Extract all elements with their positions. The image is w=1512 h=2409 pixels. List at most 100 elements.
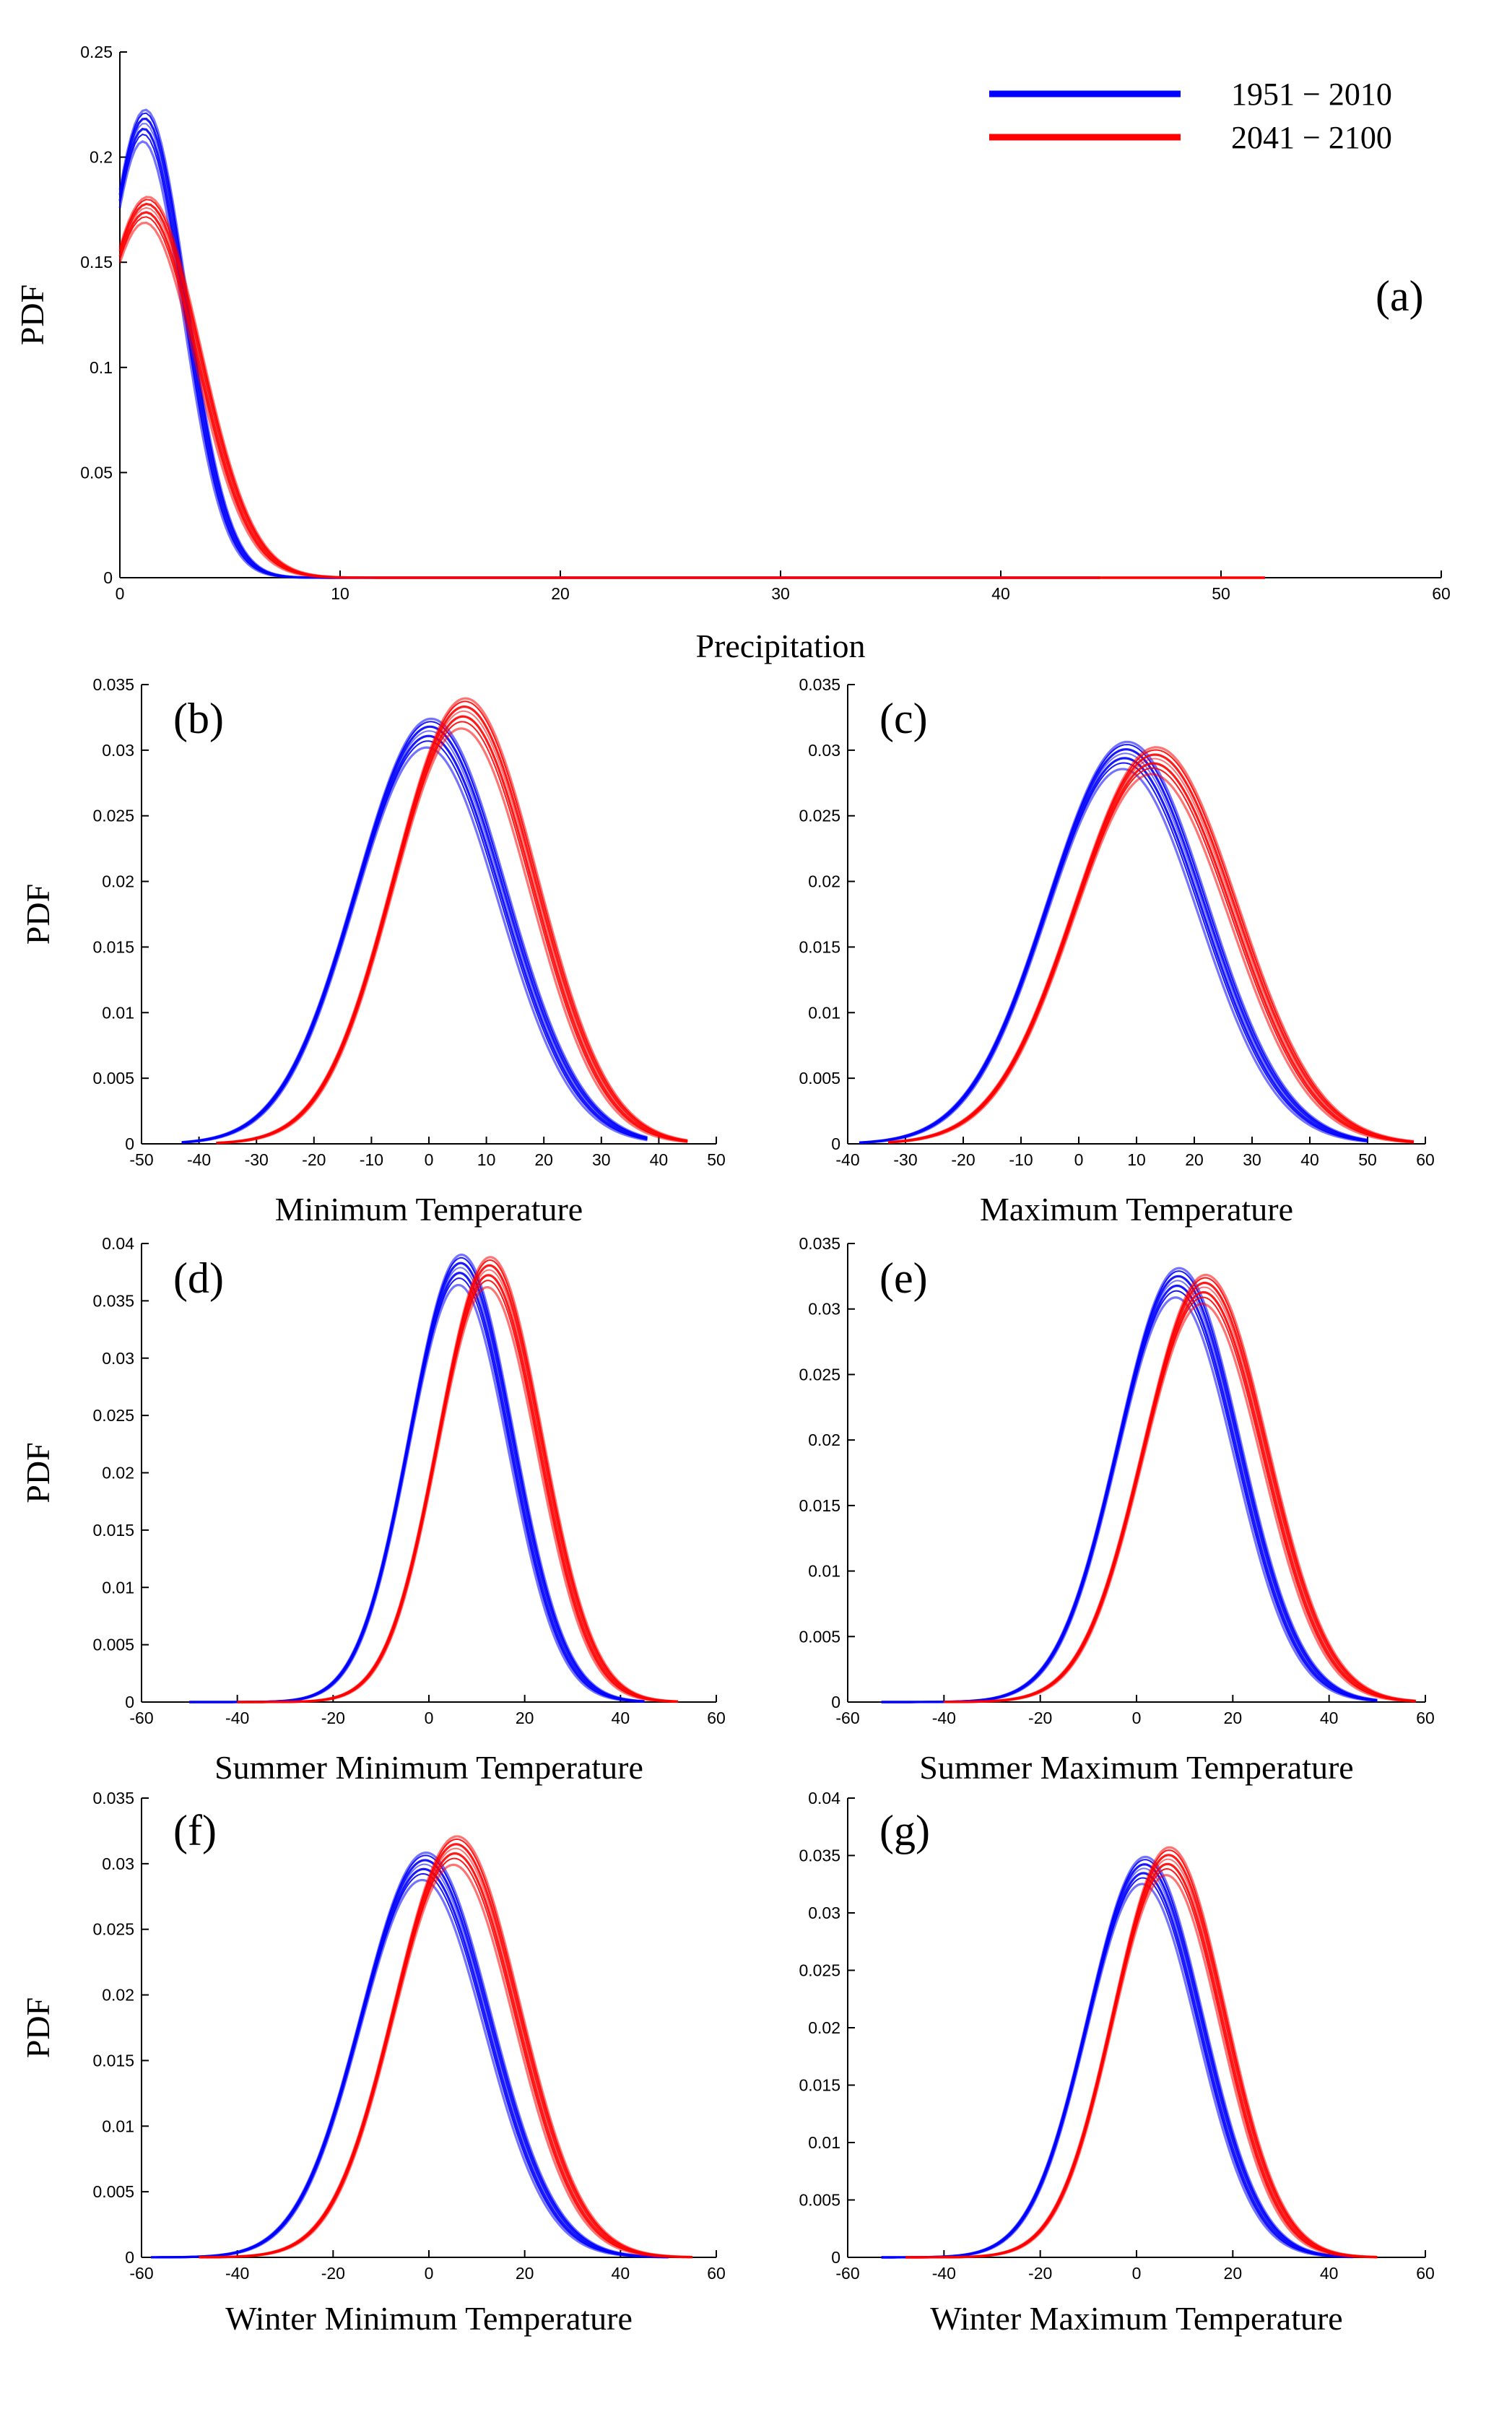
x-tick-label: -60 (129, 1709, 153, 1727)
x-tick-label: 40 (612, 2264, 630, 2283)
x-tick-label: 30 (1243, 1150, 1261, 1169)
x-tick-label: 0 (1132, 2264, 1142, 2283)
x-tick-label: 50 (707, 1150, 726, 1169)
x-tick-label: 20 (1224, 1709, 1243, 1727)
y-tick-label: 0.01 (808, 2133, 840, 2152)
x-tick-label: -50 (129, 1150, 153, 1169)
x-tick-label: -20 (1028, 1709, 1052, 1727)
y-tick-label: 0.2 (90, 148, 113, 167)
x-tick-label: -60 (835, 2264, 859, 2283)
y-tick-label: 0.015 (92, 1521, 134, 1540)
x-axis-label: Winter Minimum Temperature (225, 2300, 633, 2337)
x-axis-label: Summer Minimum Temperature (214, 1749, 643, 1786)
y-tick-label: 0.025 (799, 807, 840, 825)
x-tick-label: -40 (225, 1709, 249, 1727)
x-tick-label: -20 (321, 1709, 345, 1727)
x-tick-label: -30 (893, 1150, 917, 1169)
panel-label: (a) (1376, 272, 1424, 320)
panel-label: (f) (173, 1807, 217, 1854)
x-tick-label: 20 (516, 2264, 534, 2283)
pdf-curve (881, 1855, 1354, 2259)
x-tick-label: -60 (835, 1709, 859, 1727)
panel-e: -60 -40 -20 0 20 40 60 0 0.005 0.01 0.015 0.02 0.025… (799, 1234, 1434, 1786)
y-tick-label: 0.04 (102, 1234, 134, 1253)
y-tick-label: 0.15 (80, 253, 113, 272)
legend: 1951 − 2010 2041 − 2100 (989, 77, 1392, 155)
y-tick-label: 0.025 (799, 1365, 840, 1384)
y-tick-label: 0.005 (92, 1636, 134, 1654)
panels: 0 10 20 30 40 50 60 0 0.05 0.1 0.15 0.2 0.25 Precipit… (14, 43, 1451, 2337)
y-tick-label: 0 (125, 2248, 134, 2267)
x-axis-label: Winter Maximum Temperature (930, 2300, 1342, 2337)
x-tick-label: -20 (1028, 2264, 1052, 2283)
pdf-curve (887, 746, 1415, 1144)
x-tick-label: -30 (245, 1150, 269, 1169)
x-tick-label: -20 (302, 1150, 326, 1169)
y-tick-label: 0 (125, 1693, 134, 1711)
x-tick-label: -40 (932, 1709, 956, 1727)
x-tick-label: 60 (1416, 1150, 1435, 1169)
x-tick-label: 60 (707, 2264, 726, 2283)
y-tick-label: 0.25 (80, 43, 113, 61)
y-tick-label: 0.005 (799, 1627, 840, 1646)
pdf-curve (237, 1256, 679, 1703)
x-axis-label: Minimum Temperature (275, 1191, 583, 1228)
y-tick-label: 0.005 (799, 1069, 840, 1088)
pdf-curve (859, 740, 1368, 1144)
series-future (887, 746, 1415, 1144)
legend-label: 1951 − 2010 (1231, 77, 1392, 112)
y-tick-label: 0.035 (799, 1234, 840, 1253)
y-tick-label: 0.03 (808, 1300, 840, 1319)
x-tick-label: -40 (225, 2264, 249, 2283)
panel-label: (d) (173, 1254, 224, 1302)
x-tick-label: 0 (425, 1709, 434, 1727)
y-tick-label: 0.015 (799, 937, 840, 956)
y-axis-label: PDF (19, 1997, 56, 2058)
y-tick-label: 0.02 (102, 1464, 134, 1483)
x-tick-label: 20 (534, 1150, 553, 1169)
x-tick-label: 0 (116, 584, 125, 603)
y-tick-label: 0.015 (799, 1496, 840, 1515)
y-tick-label: 0.02 (808, 1431, 840, 1449)
x-tick-label: -10 (360, 1150, 383, 1169)
series-historical (151, 1851, 669, 2259)
y-axis-label: PDF (19, 884, 56, 945)
series-future (199, 1835, 692, 2259)
x-tick-label: -20 (951, 1150, 975, 1169)
x-tick-label: 40 (612, 1709, 630, 1727)
panel-c: -40 -30 -20 -10 0 10 20 30 40 50 60 0 0.005 0.01 0.015… (799, 675, 1434, 1228)
x-tick-label: 40 (650, 1150, 669, 1169)
series-future (905, 1846, 1378, 2259)
y-tick-label: 0.005 (92, 1069, 134, 1088)
x-tick-label: 20 (1185, 1150, 1204, 1169)
y-tick-label: 0.02 (102, 1986, 134, 2005)
y-tick-label: 0.035 (92, 1789, 134, 1807)
x-tick-label: 40 (1300, 1150, 1319, 1169)
y-tick-label: 0.035 (92, 675, 134, 694)
pdf-curve (944, 1273, 1416, 1703)
y-tick-label: 0.05 (80, 463, 113, 482)
panel-label: (e) (879, 1254, 928, 1302)
series-historical (881, 1855, 1354, 2259)
x-tick-label: 10 (1127, 1150, 1146, 1169)
x-tick-label: 50 (1358, 1150, 1377, 1169)
y-tick-label: 0 (103, 568, 113, 587)
y-tick-label: 0.025 (799, 1961, 840, 1980)
pdf-curve (181, 717, 648, 1144)
x-tick-label: 0 (1132, 1709, 1142, 1727)
y-tick-label: 0.03 (102, 1349, 134, 1368)
panel-f: -60 -40 -20 0 20 40 60 0 0.005 0.01 0.015 0.02 0.025… (19, 1789, 726, 2337)
y-tick-label: 0.02 (102, 872, 134, 891)
x-tick-label: 40 (991, 584, 1010, 603)
x-tick-label: -60 (129, 2264, 153, 2283)
y-tick-label: 0 (125, 1134, 134, 1153)
y-tick-label: 0.025 (92, 1920, 134, 1939)
x-tick-label: 0 (425, 1150, 434, 1169)
y-tick-label: 0 (831, 2248, 840, 2267)
pdf-curve (118, 196, 1265, 579)
y-tick-label: 0.005 (799, 2191, 840, 2210)
x-tick-label: 60 (707, 1709, 726, 1727)
y-tick-label: 0.04 (808, 1789, 840, 1807)
y-tick-label: 0.005 (92, 2182, 134, 2201)
